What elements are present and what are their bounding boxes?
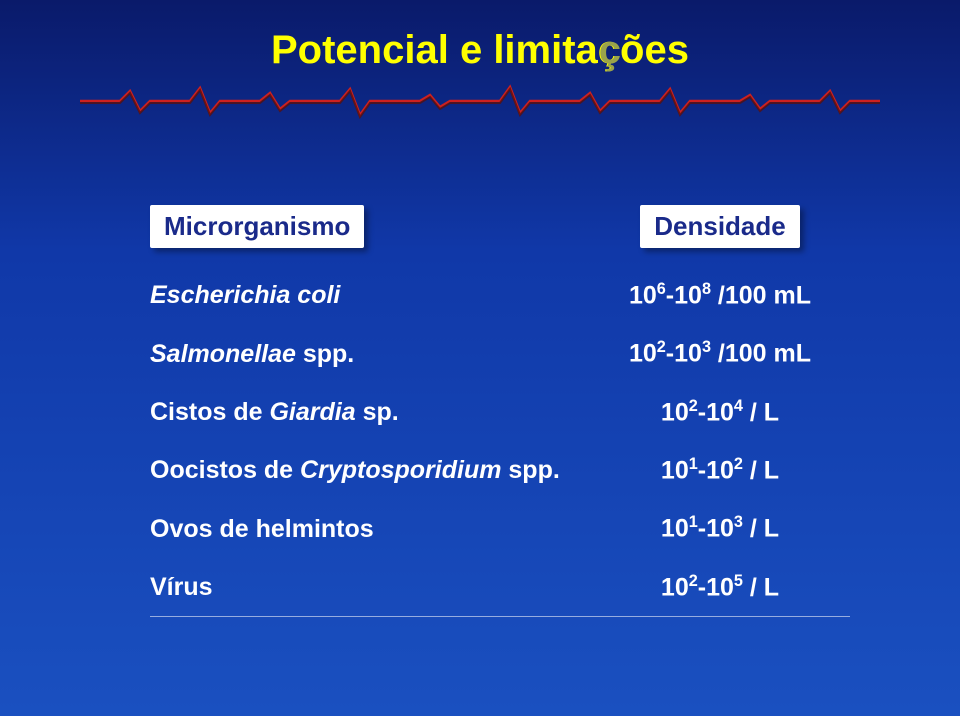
density-value: 102-103 /100 mL <box>590 338 850 368</box>
table-row: Ovos de helmintos 101-103 / L <box>150 499 850 557</box>
table-row: Escherichia coli 106-108 /100 mL <box>150 266 850 324</box>
organism-name: Escherichia coli <box>150 281 590 310</box>
density-value: 101-102 / L <box>590 455 850 485</box>
organism-name: Vírus <box>150 573 590 602</box>
slide-title-text: Potencial e limitaçções <box>271 28 689 72</box>
density-value: 102-105 / L <box>590 572 850 602</box>
col-header-densidade: Densidade <box>640 205 800 248</box>
density-value: 106-108 /100 mL <box>590 280 850 310</box>
title-part-1: Potencial e <box>271 28 493 72</box>
table-row: Vírus 102-105 / L <box>150 558 850 617</box>
density-value: 101-103 / L <box>590 513 850 543</box>
organism-name: Salmonellae spp. <box>150 340 590 369</box>
col-header-densidade-wrap: Densidade <box>590 205 850 248</box>
organism-name: Ovos de helmintos <box>150 515 590 544</box>
organism-name: Cistos de Giardia sp. <box>150 398 590 427</box>
data-table: Microrganismo Densidade Escherichia coli… <box>150 205 850 617</box>
table-row: Cistos de Giardia sp. 102-104 / L <box>150 383 850 441</box>
organism-name: Oocistos de Cryptosporidium spp. <box>150 456 590 485</box>
table-header-row: Microrganismo Densidade <box>150 205 850 248</box>
col-header-microrganismo: Microrganismo <box>150 205 364 248</box>
density-value: 102-104 / L <box>590 397 850 427</box>
table-row: Oocistos de Cryptosporidium spp. 101-102… <box>150 441 850 499</box>
decorative-divider <box>80 83 880 119</box>
slide-title: Potencial e limitaçções <box>0 0 960 73</box>
ecg-line-icon <box>80 83 880 119</box>
table-row: Salmonellae spp. 102-103 /100 mL <box>150 324 850 382</box>
title-dup-wrapper: limitaçções <box>493 28 689 72</box>
